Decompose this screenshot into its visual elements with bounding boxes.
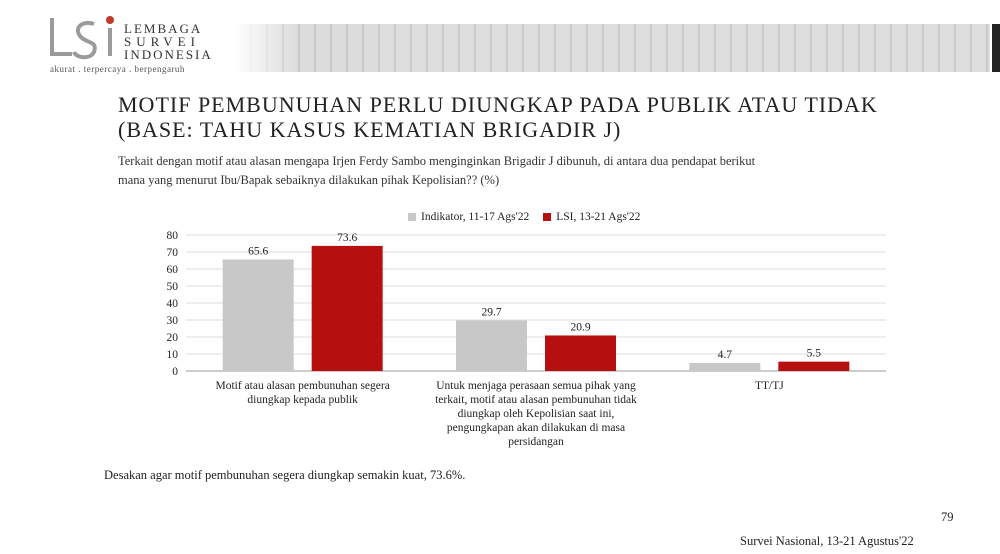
data-label-lsi-2: 5.5 <box>807 348 822 360</box>
slide-subtitle: Terkait dengan motif atau alasan mengapa… <box>118 152 918 190</box>
legend-item-indikator: Indikator, 11-17 Ags'22 <box>408 211 529 223</box>
y-tick-label-70: 70 <box>167 247 179 259</box>
category-label-0-line-1: diungkap kepada publik <box>247 394 358 406</box>
bar-lsi-2 <box>778 361 850 371</box>
y-tick-label-0: 0 <box>172 366 178 378</box>
bar-lsi-0 <box>311 245 383 371</box>
page-number: 79 <box>941 510 954 524</box>
subtitle-line-2: mana yang menurut Ibu/Bapak sebaiknya di… <box>118 173 500 187</box>
logo-tagline: akurat . terpercaya . berpengaruh <box>50 64 185 74</box>
legend-swatch-lsi <box>543 213 552 221</box>
category-label-1-line-2: diungkap oleh Kepolisian saat ini, <box>457 408 615 420</box>
bar-indikator-0 <box>222 259 294 371</box>
data-label-indikator-1: 29.7 <box>481 307 501 319</box>
title-line-2: (BASE: TAHU KASUS KEMATIAN BRIGADIR J) <box>118 117 622 142</box>
slide-title: MOTIF PEMBUNUHAN PERLU DIUNGKAP PADA PUB… <box>118 92 978 142</box>
bar-indikator-1 <box>456 320 527 371</box>
data-label-lsi-1: 20.9 <box>570 321 590 333</box>
footer-text: Survei Nasional, 13-21 Agustus'22 <box>740 534 914 548</box>
legend-label-lsi: LSI, 13-21 Ags'22 <box>556 211 641 223</box>
window-edge-bar <box>992 24 1000 72</box>
y-tick-label-20: 20 <box>167 332 179 344</box>
category-label-1-line-1: terkait, motif atau alasan pembunuhan ti… <box>435 394 637 406</box>
subtitle-line-1: Terkait dengan motif atau alasan mengapa… <box>118 154 756 168</box>
category-label-0: Motif atau alasan pembunuhan segera diung… <box>183 379 423 407</box>
data-label-lsi-0: 73.6 <box>337 232 357 244</box>
logo-word-2: SURVEI <box>124 34 200 49</box>
y-tick-label-50: 50 <box>167 281 179 293</box>
y-tick-label-60: 60 <box>167 264 179 276</box>
legend-swatch-indikator <box>408 213 416 221</box>
summary-note: Desakan agar motif pembunuhan segera diu… <box>104 468 466 482</box>
logo-word-1: LEMBAGA <box>124 21 203 36</box>
category-label-1-line-4: persidangan <box>508 436 564 448</box>
category-label-2: TT/TJ <box>649 379 889 393</box>
y-tick-label-80: 80 <box>167 230 179 242</box>
y-tick-label-10: 10 <box>167 349 179 361</box>
data-label-indikator-0: 65.6 <box>248 245 268 257</box>
category-label-2-line-0: TT/TJ <box>754 380 784 392</box>
y-tick-label-30: 30 <box>167 315 179 327</box>
bar-chart: 0 10 20 30 40 50 60 70 80 65.6 73.6 29.7 20.9 4.7 5.5 <box>167 230 886 378</box>
legend-item-lsi: LSI, 13-21 Ags'22 <box>543 211 640 223</box>
category-label-1-line-0: Untuk menjaga perasaan semua pihak yang <box>436 380 636 392</box>
category-label-1-line-3: pengungkapan akan dilakukan di masa <box>446 422 626 434</box>
lsi-logo: LEMBAGA SURVEI INDONESIA akurat . terper… <box>46 14 246 76</box>
bar-lsi-1 <box>545 335 616 371</box>
header-band <box>236 24 990 72</box>
y-tick-label-40: 40 <box>167 298 179 310</box>
data-label-indikator-2: 4.7 <box>718 349 733 361</box>
logo-word-3: INDONESIA <box>124 47 213 62</box>
legend-label-indikator: Indikator, 11-17 Ags'22 <box>421 211 530 223</box>
bar-indikator-2 <box>689 363 761 371</box>
category-label-1: Untuk menjaga perasaan semua pihak yang t… <box>416 379 656 449</box>
category-label-0-line-0: Motif atau alasan pembunuhan segera <box>215 380 390 392</box>
logo-wordmark: LEMBAGA SURVEI INDONESIA <box>124 22 213 61</box>
lsi-logo-mark-icon <box>50 16 114 60</box>
title-line-1: MOTIF PEMBUNUHAN PERLU DIUNGKAP PADA PUB… <box>118 92 878 117</box>
chart-legend: Indikator, 11-17 Ags'22 LSI, 13-21 Ags'2… <box>408 211 640 223</box>
